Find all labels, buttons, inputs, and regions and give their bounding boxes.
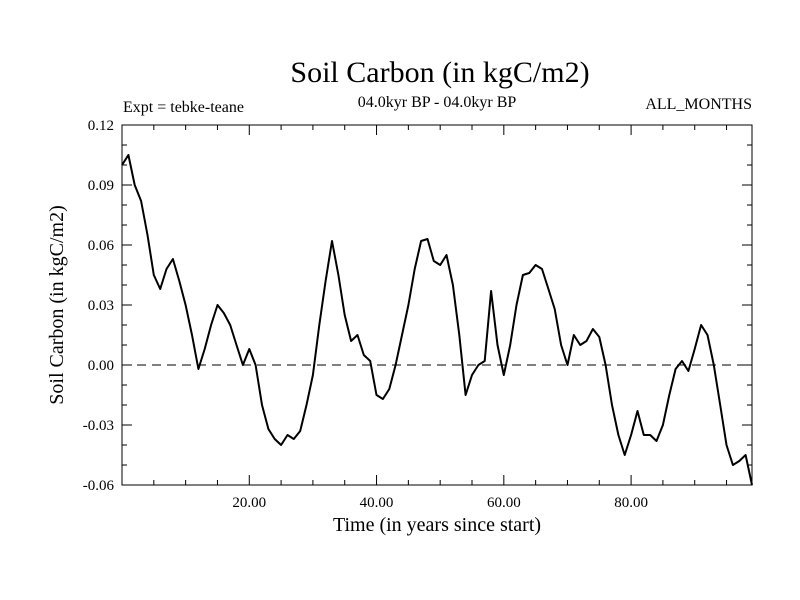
x-tick-label: 60.00 bbox=[487, 495, 521, 511]
x-axis-label: Time (in years since start) bbox=[333, 514, 541, 536]
y-tick-label: 0.09 bbox=[88, 178, 114, 194]
experiment-label: Expt = tebke-teane bbox=[123, 99, 244, 116]
x-tick-label: 40.00 bbox=[360, 495, 394, 511]
y-tick-label: 0.03 bbox=[88, 298, 114, 314]
soil-carbon-series-line bbox=[121, 154, 753, 486]
y-axis-label: Soil Carbon (in kgC/m2) bbox=[46, 205, 68, 404]
y-tick-label: 0.12 bbox=[88, 118, 114, 134]
x-axis-tick-labels: 20.00 40.00 60.00 80.00 bbox=[232, 495, 648, 511]
x-tick-label: 80.00 bbox=[614, 495, 648, 511]
y-tick-label: -0.06 bbox=[83, 478, 115, 494]
y-tick-label: -0.03 bbox=[83, 418, 114, 434]
x-tick-label: 20.00 bbox=[232, 495, 266, 511]
chart-subtitle: 04.0kyr BP - 04.0kyr BP bbox=[358, 94, 517, 111]
chart-title: Soil Carbon (in kgC/m2) bbox=[290, 56, 589, 89]
months-label: ALL_MONTHS bbox=[645, 96, 752, 113]
x-axis-ticks bbox=[153, 125, 728, 485]
y-tick-label: 0.06 bbox=[88, 238, 115, 254]
y-tick-label: 0.00 bbox=[88, 358, 114, 374]
y-axis-tick-labels: -0.06 -0.03 0.00 0.03 0.06 0.09 0.12 bbox=[83, 118, 115, 494]
